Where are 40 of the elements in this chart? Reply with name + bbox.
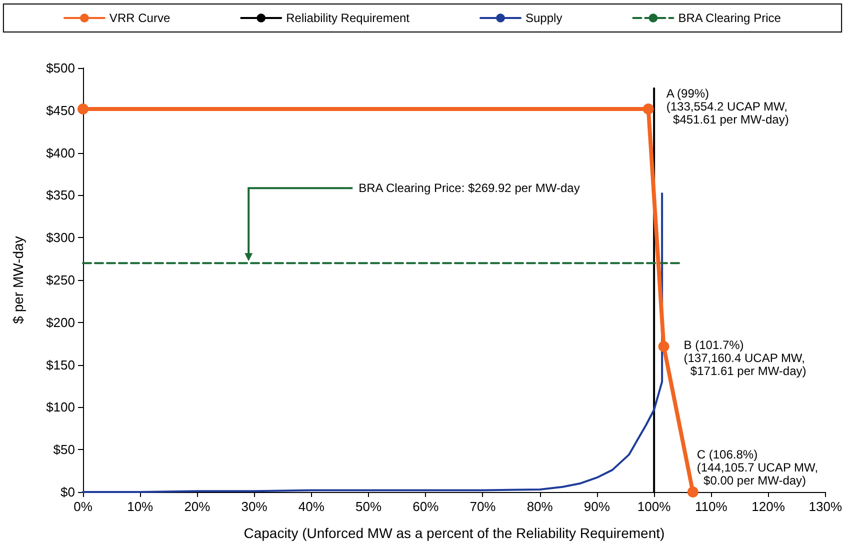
annotation: B (101.7%) (137,160.4 UCAP MW, $171.61 per MW-day) <box>684 338 806 378</box>
x-tick-label: 120% <box>752 499 786 514</box>
x-axis-title: Capacity (Unforced MW as a percent of the Reliability Requirement) <box>244 525 665 541</box>
x-tick-label: 100% <box>637 499 672 514</box>
x-tick-label: 70% <box>470 499 496 514</box>
x-tick-label: 30% <box>241 499 268 514</box>
line-series <box>82 192 664 493</box>
x-tick-label: 20% <box>184 499 211 514</box>
x-tick-label: 60% <box>412 499 440 514</box>
legend-label: Supply <box>526 11 562 25</box>
legend-label: BRA Clearing Price <box>678 11 782 25</box>
point <box>642 104 654 115</box>
y-tick-label: $450 <box>46 102 75 118</box>
x-tick-label: 90% <box>584 499 610 514</box>
point <box>658 340 670 352</box>
y-axis-title: $ per MW-day <box>10 236 26 324</box>
annotation: C (106.8%) (144,105.7 UCAP MW, $0.00 per MW-day) <box>696 448 818 488</box>
annotation: BRA Clearing Price: $269.92 per MW-day <box>358 181 580 196</box>
x-tick-label: 80% <box>526 499 554 514</box>
y-tick-label: $50 <box>53 442 75 458</box>
y-tick-label: $0 <box>60 484 75 500</box>
y-tick-label: $400 <box>46 145 75 160</box>
y-tick-label: $300 <box>46 230 75 246</box>
x-tick-label: 110% <box>695 499 728 514</box>
y-tick-label: $100 <box>46 400 75 415</box>
x-tick-label: 0% <box>74 499 93 514</box>
y-tick-label: $500 <box>46 60 75 76</box>
point <box>687 486 698 498</box>
x-tick-label: 130% <box>808 499 842 514</box>
y-tick-label: $350 <box>46 188 75 203</box>
x-tick-label: 50% <box>356 499 382 514</box>
point <box>78 104 88 115</box>
y-tick-label: $250 <box>46 272 75 288</box>
legend-label: Reliability Requirement <box>286 11 410 25</box>
x-tick-label: 40% <box>298 499 325 514</box>
annotation: A (99%) (133,554.2 UCAP MW, $451.61 per MW-day) <box>666 86 789 127</box>
x-tick-label: 10% <box>127 499 154 514</box>
legend-label: VRR Curve <box>109 11 170 25</box>
y-tick-label: $150 <box>46 357 75 372</box>
y-tick-label: $200 <box>46 314 75 330</box>
